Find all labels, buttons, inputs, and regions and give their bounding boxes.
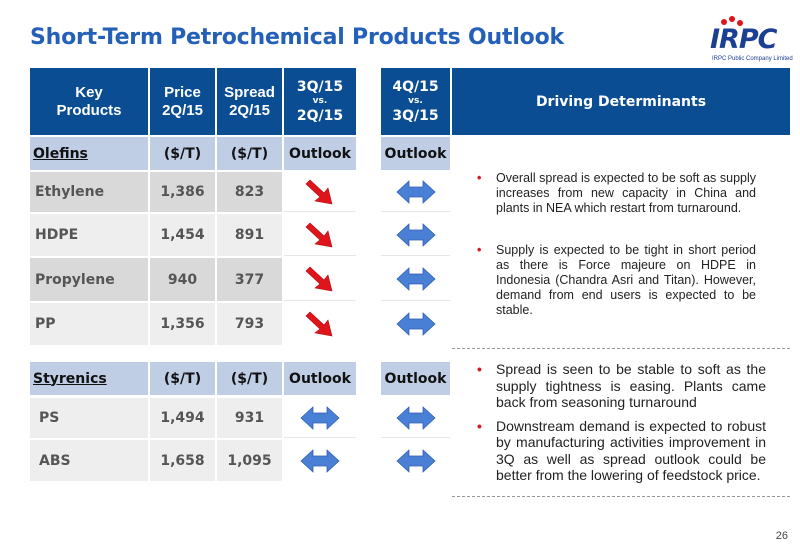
styrenics-price-unit: ($/T) [150, 362, 215, 395]
page-number: 26 [775, 530, 788, 542]
table-row-outlook-q4 [381, 398, 450, 438]
header-price: Price 2Q/15 [150, 68, 215, 135]
table-row-product: Propylene [30, 258, 148, 301]
table-row-spread: 891 [217, 214, 282, 256]
header-spread-label: Spread 2Q/15 [224, 83, 275, 119]
header-4q-vs: vs. [408, 96, 423, 106]
section-divider [452, 348, 790, 349]
table-row-outlook-q4 [381, 440, 450, 481]
styrenics-outlook-q3: Outlook [284, 362, 356, 395]
header-3q-vs-2q: 3Q/15 vs. 2Q/15 [284, 68, 356, 135]
table-row-product: Ethylene [30, 172, 148, 212]
header-3q-vs: vs. [312, 96, 328, 106]
page-title: Short-Term Petrochemical Products Outloo… [30, 25, 564, 50]
table-row-spread: 1,095 [217, 440, 282, 481]
down-right-arrow-icon [305, 266, 333, 292]
section-divider [452, 496, 790, 497]
bullet-icon: • [477, 417, 482, 434]
header-price-label: Price 2Q/15 [162, 83, 203, 119]
down-right-arrow-icon [305, 311, 333, 337]
left-right-arrow-icon [395, 312, 436, 336]
left-right-arrow-icon [300, 405, 340, 430]
determinant-text: Overall spread is expected to be soft as… [496, 171, 756, 215]
table-row-product: HDPE [30, 214, 148, 256]
list-item: • Spread is seen to be stable to soft as… [474, 361, 766, 411]
styrenics-determinants: • Spread is seen to be stable to soft as… [474, 361, 766, 484]
table-row-price: 1,658 [150, 440, 215, 481]
olefins-outlook-q4: Outlook [381, 137, 450, 170]
determinant-text: Supply is expected to be tight in short … [496, 243, 756, 317]
table-row-price: 1,454 [150, 214, 215, 256]
section-olefins: Olefins [30, 137, 148, 170]
styrenics-outlook-q4: Outlook [381, 362, 450, 395]
down-right-arrow-icon [305, 222, 333, 247]
header-driving-label: Driving Determinants [535, 93, 707, 110]
table-row-product: PS [30, 398, 148, 438]
header-key-products-label: Key Products [56, 83, 122, 119]
table-row-spread: 377 [217, 258, 282, 301]
table-row-outlook-q4 [381, 303, 450, 345]
down-right-arrow-icon [305, 179, 333, 204]
determinant-text: Spread is seen to be stable to soft as t… [496, 361, 766, 410]
bullet-icon: • [477, 243, 482, 257]
olefins-price-unit: ($/T) [150, 137, 215, 170]
header-4q-bottom: 3Q/15 [392, 108, 439, 124]
left-right-arrow-icon [395, 405, 436, 430]
table-row-spread: 823 [217, 172, 282, 212]
logo-dots-icon [721, 16, 743, 26]
olefins-determinants: • Overall spread is expected to be soft … [474, 171, 756, 318]
header-4q-top: 4Q/15 [392, 79, 439, 95]
header-3q-bottom: 2Q/15 [296, 108, 344, 124]
table-row-product: ABS [30, 440, 148, 481]
header-driving-determinants: Driving Determinants [452, 68, 790, 135]
table-row-outlook-q3 [284, 258, 356, 301]
table-row-outlook-q3 [284, 172, 356, 212]
list-item: • Downstream demand is expected to robus… [474, 418, 766, 484]
left-right-arrow-icon [300, 448, 340, 473]
olefins-spread-unit: ($/T) [217, 137, 282, 170]
logo-subtitle: IRPC Public Company Limited [712, 56, 793, 62]
table-row-outlook-q3 [284, 303, 356, 345]
olefins-outlook-q3: Outlook [284, 137, 356, 170]
left-right-arrow-icon [395, 179, 436, 204]
table-row-product: PP [30, 303, 148, 345]
list-item: • Supply is expected to be tight in shor… [474, 243, 756, 318]
table-row-spread: 793 [217, 303, 282, 345]
header-key-products: Key Products [30, 68, 148, 135]
table-row-outlook-q3 [284, 214, 356, 256]
table-row-price: 1,494 [150, 398, 215, 438]
irpc-logo: IRPC IRPC Public Company Limited [706, 14, 796, 66]
header-spread: Spread 2Q/15 [217, 68, 282, 135]
table-row-price: 1,386 [150, 172, 215, 212]
section-styrenics: Styrenics [30, 362, 148, 395]
left-right-arrow-icon [395, 448, 436, 473]
determinant-text: Downstream demand is expected to robust … [496, 417, 766, 484]
logo-wordmark: IRPC [710, 24, 777, 55]
bullet-icon: • [477, 171, 482, 185]
table-row-outlook-q4 [381, 214, 450, 256]
table-row-outlook-q4 [381, 258, 450, 301]
table-row-outlook-q3 [284, 440, 356, 481]
table-row-outlook-q4 [381, 172, 450, 212]
list-item: • Overall spread is expected to be soft … [474, 171, 756, 216]
styrenics-spread-unit: ($/T) [217, 362, 282, 395]
header-4q-vs-3q: 4Q/15 vs. 3Q/15 [381, 68, 450, 135]
left-right-arrow-icon [395, 222, 436, 247]
table-row-spread: 931 [217, 398, 282, 438]
bullet-icon: • [477, 361, 482, 377]
table-row-price: 940 [150, 258, 215, 301]
left-right-arrow-icon [395, 267, 436, 291]
table-row-outlook-q3 [284, 398, 356, 438]
table-row-price: 1,356 [150, 303, 215, 345]
header-3q-top: 3Q/15 [296, 79, 344, 95]
